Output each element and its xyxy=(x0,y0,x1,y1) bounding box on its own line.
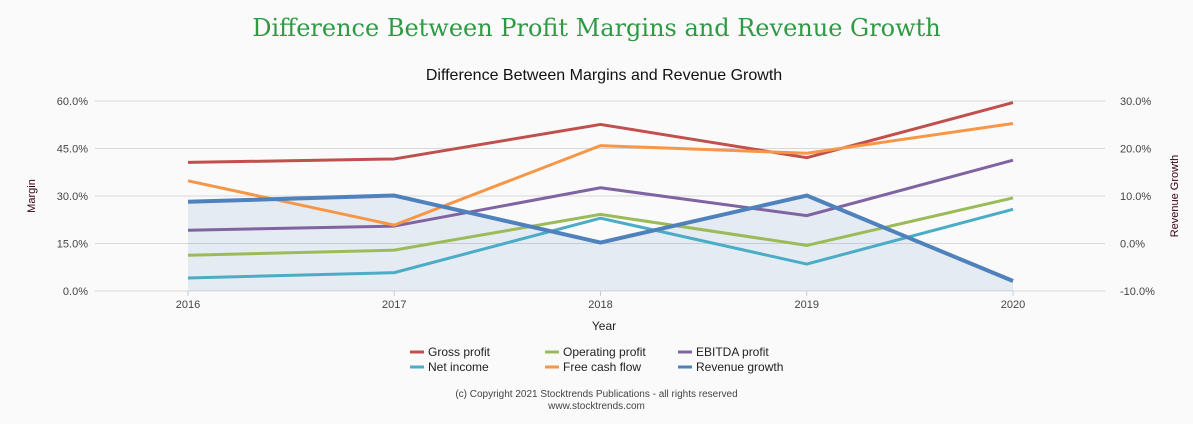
series-line-revenue-growth xyxy=(187,193,1014,283)
y-tick-label: 60.0% xyxy=(57,96,88,108)
series-line-gross-profit xyxy=(187,101,1014,164)
page-title: Difference Between Profit Margins and Re… xyxy=(252,14,941,42)
x-tick-label: 2018 xyxy=(588,299,612,311)
y-tick-label: 45.0% xyxy=(57,144,88,156)
y-axis-title: Margin xyxy=(26,179,38,213)
legend-item: Revenue growth xyxy=(696,360,783,374)
series-line-free-cash-flow xyxy=(187,121,1014,227)
x-tick-label: 2020 xyxy=(1001,299,1025,311)
y2-axis-title: Revenue Growth xyxy=(1169,155,1181,238)
x-tick-label: 2019 xyxy=(795,299,819,311)
legend-item: Gross profit xyxy=(428,345,491,359)
y2-tick-label: 30.0% xyxy=(1120,96,1151,108)
y2-tick-label: 20.0% xyxy=(1120,144,1151,156)
legend-item: Operating profit xyxy=(563,345,646,359)
y2-tick-label: 0.0% xyxy=(1120,239,1145,251)
legend-item: Net income xyxy=(428,360,489,374)
series-line-ebitda-profit xyxy=(187,158,1014,232)
y-tick-label: 0.0% xyxy=(63,286,88,298)
copyright-text: (c) Copyright 2021 Stocktrends Publicati… xyxy=(455,389,738,400)
series-line-net-income xyxy=(187,207,1014,280)
y2-tick-label: -10.0% xyxy=(1120,286,1155,298)
x-tick-label: 2017 xyxy=(382,299,406,311)
y-tick-label: 30.0% xyxy=(57,191,88,203)
chart-title: Difference Between Margins and Revenue G… xyxy=(426,67,782,84)
series-line-operating-profit xyxy=(187,196,1014,257)
x-axis-title: Year xyxy=(592,319,616,333)
legend-item: Free cash flow xyxy=(563,360,641,374)
website-text: www.stocktrends.com xyxy=(548,401,645,412)
x-tick-label: 2016 xyxy=(176,299,200,311)
y-tick-label: 15.0% xyxy=(57,239,88,251)
legend-item: EBITDA profit xyxy=(696,345,769,359)
y2-tick-label: 10.0% xyxy=(1120,191,1151,203)
